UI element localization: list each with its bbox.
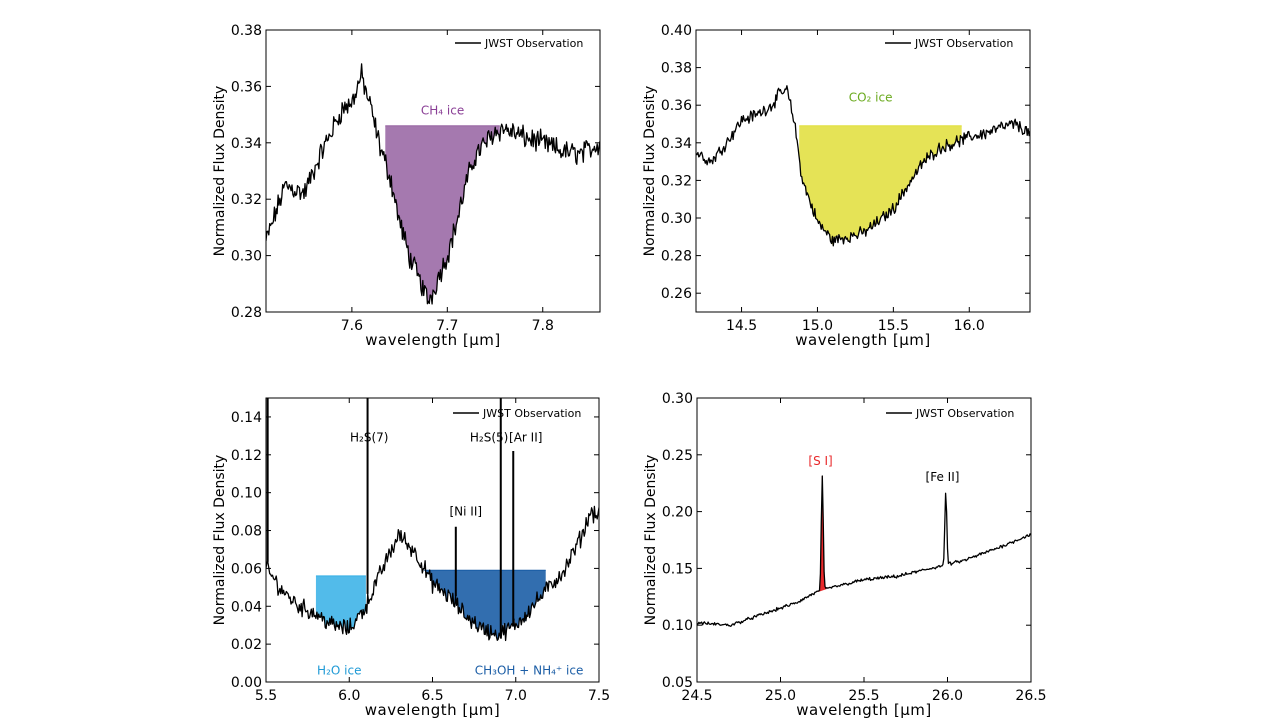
- spectrum-line: [696, 85, 1030, 247]
- y-tick-label: 0.14: [231, 410, 262, 426]
- absorption-fill-0: [385, 125, 500, 304]
- y-tick-label: 0.34: [661, 136, 692, 152]
- y-tick-label: 0.40: [661, 23, 692, 39]
- x-tick-label: 24.5: [681, 688, 712, 704]
- x-axis-label: wavelength [μm]: [365, 701, 501, 719]
- x-tick-label: 14.5: [726, 318, 757, 334]
- axes-frame: [695, 29, 1031, 313]
- y-tick-label: 0.30: [662, 391, 693, 407]
- x-tick-label: 7.5: [588, 688, 610, 704]
- x-tick-label: 7.0: [505, 688, 527, 704]
- y-tick-label: 0.12: [231, 448, 262, 464]
- y-tick-label: 0.32: [661, 173, 692, 189]
- absorption-fill-1: [424, 570, 546, 641]
- absorption-fill-0: [315, 575, 366, 635]
- y-tick-label: 0.36: [231, 79, 262, 95]
- y-tick-label: 0.20: [662, 505, 693, 521]
- y-axis-label: Normalized Flux Density: [642, 86, 658, 257]
- x-tick-label: 25.0: [765, 688, 796, 704]
- annotation-label: H₂S(5): [470, 431, 508, 445]
- y-tick-label: 0.34: [231, 136, 262, 152]
- panel-bottom-left-h2o-ch3oh: 5.5 6.0 6.5 7.0 7.5 0.00 0.02 0.04 0.06 0.08 0.10 0…: [212, 397, 610, 719]
- legend-label: JWST Observation: [482, 407, 581, 420]
- panel-bottom-right-si-feii: 24.5 25.0 25.5 26.0 26.5 0.05 0.10 0.15 0.20 0.25…: [643, 391, 1047, 719]
- annotation-label: H₂O ice: [317, 663, 361, 677]
- x-tick-label: 7.6: [341, 318, 363, 334]
- x-tick-label: 15.0: [802, 318, 833, 334]
- y-tick-label: 0.10: [662, 618, 693, 634]
- y-tick-label: 0.10: [231, 486, 262, 502]
- annotation-label: CO₂ ice: [849, 90, 893, 104]
- x-axis-label: wavelength [μm]: [796, 701, 932, 719]
- legend-label: JWST Observation: [914, 37, 1013, 50]
- x-tick-label: 15.5: [878, 318, 909, 334]
- spectrum-line: [266, 505, 599, 642]
- y-tick-label: 0.28: [661, 249, 692, 265]
- y-tick-label: 0.32: [231, 192, 262, 208]
- spectrum-line: [266, 63, 600, 305]
- legend-label: JWST Observation: [915, 407, 1014, 420]
- y-tick-label: 0.25: [662, 448, 693, 464]
- y-tick-label: 0.30: [231, 249, 262, 265]
- y-axis-label: Normalized Flux Density: [212, 455, 228, 626]
- y-tick-label: 0.02: [231, 637, 262, 653]
- y-tick-label: 0.38: [661, 61, 692, 77]
- annotation-label: CH₃OH + NH₄⁺ ice: [475, 663, 584, 677]
- y-tick-label: 0.30: [661, 211, 692, 227]
- x-tick-label: 5.5: [255, 688, 277, 704]
- annotation-label: H₂S(7): [350, 431, 388, 445]
- x-tick-label: 25.5: [848, 688, 879, 704]
- spectrum-line: [697, 475, 1031, 627]
- axes-frame: [696, 397, 1032, 683]
- legend-label: JWST Observation: [484, 37, 583, 50]
- emission-fill-0: [818, 476, 827, 592]
- panel-top-right-co2: 14.5 15.0 15.5 16.0 0.26 0.28 0.30 0.32 0.34 0.36…: [642, 23, 1031, 349]
- x-tick-label: 7.8: [532, 318, 554, 334]
- y-tick-label: 0.36: [661, 98, 692, 114]
- panel-top-left-ch4: 7.6 7.7 7.8 0.28 0.30 0.32 0.34 0.36 0.38 wavelen…: [212, 23, 601, 349]
- x-tick-label: 7.7: [436, 318, 458, 334]
- x-axis-label: wavelength [μm]: [365, 331, 501, 349]
- x-tick-label: 6.5: [421, 688, 443, 704]
- x-tick-label: 26.5: [1015, 688, 1046, 704]
- y-axis-label: Normalized Flux Density: [212, 86, 228, 257]
- annotation-label: [Fe II]: [926, 470, 960, 484]
- annotation-label: [Ni II]: [450, 504, 483, 518]
- x-tick-label: 6.0: [338, 688, 360, 704]
- y-tick-label: 0.05: [662, 675, 693, 691]
- y-tick-label: 0.00: [231, 675, 262, 691]
- axes-frame: [265, 29, 601, 313]
- annotation-label: [S I]: [808, 454, 832, 468]
- x-tick-label: 16.0: [954, 318, 985, 334]
- y-tick-label: 0.08: [231, 524, 262, 540]
- annotation-label: CH₄ ice: [421, 104, 464, 118]
- y-axis-label: Normalized Flux Density: [643, 455, 659, 626]
- y-tick-label: 0.15: [662, 561, 693, 577]
- x-tick-label: 26.0: [932, 688, 963, 704]
- annotation-label: [Ar II]: [509, 431, 542, 445]
- y-tick-label: 0.28: [231, 305, 262, 321]
- y-tick-label: 0.38: [231, 23, 262, 39]
- x-axis-label: wavelength [μm]: [795, 331, 931, 349]
- y-tick-label: 0.04: [231, 599, 262, 615]
- absorption-fill-0: [799, 125, 962, 246]
- axes-frame: [265, 397, 600, 683]
- y-tick-label: 0.26: [661, 286, 692, 302]
- y-tick-label: 0.06: [231, 561, 262, 577]
